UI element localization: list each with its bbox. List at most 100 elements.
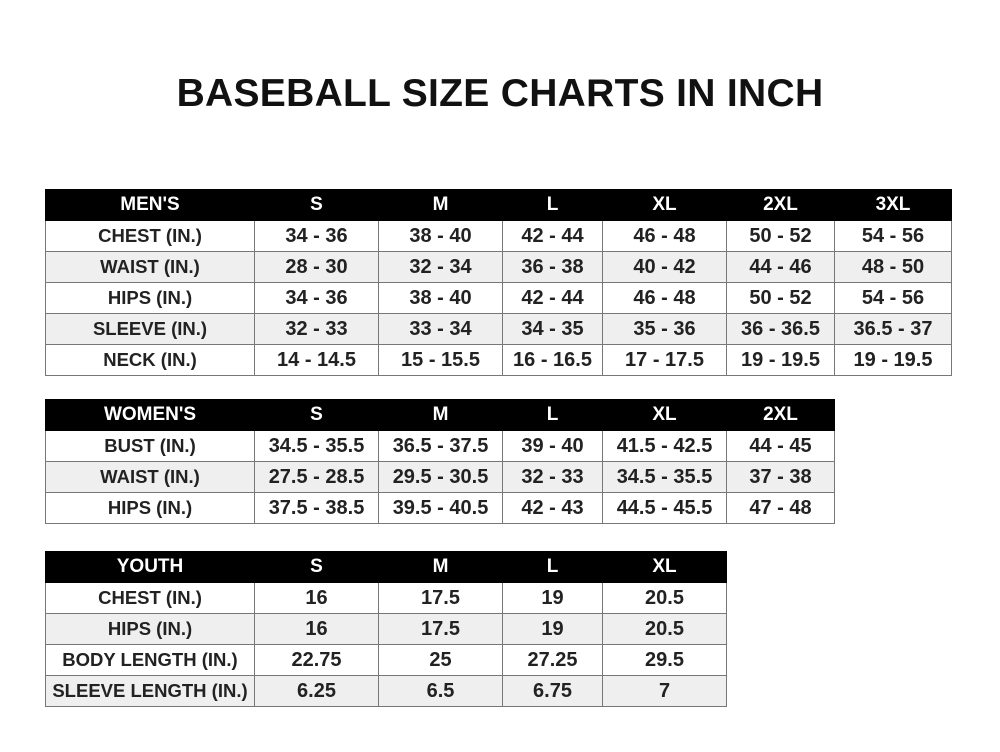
measurement-cell: 20.5 <box>602 613 727 645</box>
measurement-label: HIPS (IN.) <box>45 613 255 645</box>
mens-size-table: MEN'S S M L XL 2XL 3XL CHEST (IN.) 34 - 36 38 - 4… <box>45 189 952 376</box>
table-row: HIPS (IN.) 34 - 36 38 - 40 42 - 44 46 - 48 50… <box>45 282 952 314</box>
table-row: WAIST (IN.) 28 - 30 32 - 34 36 - 38 40 - 42 4… <box>45 251 952 283</box>
size-header: XL <box>602 399 727 431</box>
size-header: 2XL <box>726 399 835 431</box>
measurement-label: WAIST (IN.) <box>45 461 255 493</box>
size-header: XL <box>602 551 727 583</box>
size-header: L <box>502 399 603 431</box>
measurement-label: HIPS (IN.) <box>45 282 255 314</box>
table-row: BODY LENGTH (IN.) 22.75 25 27.25 29.5 <box>45 644 727 676</box>
measurement-cell: 16 - 16.5 <box>502 344 603 376</box>
size-header: L <box>502 189 603 221</box>
measurement-cell: 39 - 40 <box>502 430 603 462</box>
measurement-cell: 6.25 <box>254 675 379 707</box>
measurement-label: CHEST (IN.) <box>45 582 255 614</box>
measurement-cell: 15 - 15.5 <box>378 344 503 376</box>
measurement-cell: 16 <box>254 582 379 614</box>
measurement-cell: 27.5 - 28.5 <box>254 461 379 493</box>
size-header: S <box>254 189 379 221</box>
measurement-cell: 34.5 - 35.5 <box>602 461 727 493</box>
table-row: SLEEVE LENGTH (IN.) 6.25 6.5 6.75 7 <box>45 675 727 707</box>
measurement-cell: 25 <box>378 644 503 676</box>
measurement-cell: 47 - 48 <box>726 492 835 524</box>
measurement-cell: 19 <box>502 582 603 614</box>
measurement-cell: 54 - 56 <box>834 220 952 252</box>
measurement-cell: 34 - 36 <box>254 282 379 314</box>
measurement-cell: 54 - 56 <box>834 282 952 314</box>
category-header: WOMEN'S <box>45 399 255 431</box>
table-row: HIPS (IN.) 16 17.5 19 20.5 <box>45 613 727 645</box>
header-row: WOMEN'S S M L XL 2XL <box>45 399 835 431</box>
table-row: SLEEVE (IN.) 32 - 33 33 - 34 34 - 35 35 - 36… <box>45 313 952 345</box>
measurement-cell: 19 - 19.5 <box>726 344 835 376</box>
category-header: YOUTH <box>45 551 255 583</box>
measurement-cell: 50 - 52 <box>726 282 835 314</box>
header-row: MEN'S S M L XL 2XL 3XL <box>45 189 952 221</box>
table-row: HIPS (IN.) 37.5 - 38.5 39.5 - 40.5 42 - 43 4… <box>45 492 835 524</box>
measurement-cell: 44 - 45 <box>726 430 835 462</box>
measurement-label: CHEST (IN.) <box>45 220 255 252</box>
measurement-cell: 32 - 33 <box>502 461 603 493</box>
measurement-label: WAIST (IN.) <box>45 251 255 283</box>
measurement-cell: 22.75 <box>254 644 379 676</box>
measurement-cell: 39.5 - 40.5 <box>378 492 503 524</box>
measurement-cell: 32 - 33 <box>254 313 379 345</box>
measurement-cell: 17.5 <box>378 613 503 645</box>
measurement-cell: 36 - 36.5 <box>726 313 835 345</box>
measurement-cell: 17 - 17.5 <box>602 344 727 376</box>
measurement-label: NECK (IN.) <box>45 344 255 376</box>
measurement-cell: 37 - 38 <box>726 461 835 493</box>
measurement-cell: 50 - 52 <box>726 220 835 252</box>
measurement-cell: 7 <box>602 675 727 707</box>
measurement-cell: 40 - 42 <box>602 251 727 283</box>
size-header: 3XL <box>834 189 952 221</box>
measurement-cell: 34 - 35 <box>502 313 603 345</box>
measurement-label: SLEEVE LENGTH (IN.) <box>45 675 255 707</box>
measurement-cell: 41.5 - 42.5 <box>602 430 727 462</box>
header-row: YOUTH S M L XL <box>45 551 727 583</box>
measurement-cell: 36.5 - 37 <box>834 313 952 345</box>
category-header: MEN'S <box>45 189 255 221</box>
table-row: WAIST (IN.) 27.5 - 28.5 29.5 - 30.5 32 - 33… <box>45 461 835 493</box>
size-header: M <box>378 189 503 221</box>
measurement-label: BODY LENGTH (IN.) <box>45 644 255 676</box>
measurement-cell: 42 - 44 <box>502 282 603 314</box>
size-header: S <box>254 551 379 583</box>
table-row: CHEST (IN.) 34 - 36 38 - 40 42 - 44 46 - 48 5… <box>45 220 952 252</box>
womens-size-table: WOMEN'S S M L XL 2XL BUST (IN.) 34.5 - 35.5 36.5… <box>45 399 835 524</box>
measurement-cell: 6.5 <box>378 675 503 707</box>
measurement-cell: 46 - 48 <box>602 220 727 252</box>
size-header: XL <box>602 189 727 221</box>
table-row: BUST (IN.) 34.5 - 35.5 36.5 - 37.5 39 - 40 4… <box>45 430 835 462</box>
measurement-label: SLEEVE (IN.) <box>45 313 255 345</box>
table-row: CHEST (IN.) 16 17.5 19 20.5 <box>45 582 727 614</box>
measurement-cell: 20.5 <box>602 582 727 614</box>
measurement-cell: 46 - 48 <box>602 282 727 314</box>
measurement-cell: 44.5 - 45.5 <box>602 492 727 524</box>
measurement-cell: 37.5 - 38.5 <box>254 492 379 524</box>
measurement-cell: 34 - 36 <box>254 220 379 252</box>
measurement-cell: 38 - 40 <box>378 282 503 314</box>
measurement-cell: 36.5 - 37.5 <box>378 430 503 462</box>
measurement-cell: 36 - 38 <box>502 251 603 283</box>
size-header: S <box>254 399 379 431</box>
page-title: BASEBALL SIZE CHARTS IN INCH <box>176 72 824 115</box>
measurement-cell: 19 - 19.5 <box>834 344 952 376</box>
measurement-cell: 28 - 30 <box>254 251 379 283</box>
measurement-cell: 16 <box>254 613 379 645</box>
size-header: L <box>502 551 603 583</box>
measurement-cell: 14 - 14.5 <box>254 344 379 376</box>
measurement-cell: 34.5 - 35.5 <box>254 430 379 462</box>
measurement-cell: 19 <box>502 613 603 645</box>
youth-size-table: YOUTH S M L XL CHEST (IN.) 16 17.5 19 20.5 HIPS (I… <box>45 551 727 707</box>
measurement-cell: 29.5 <box>602 644 727 676</box>
measurement-cell: 35 - 36 <box>602 313 727 345</box>
table-row: NECK (IN.) 14 - 14.5 15 - 15.5 16 - 16.5 17 … <box>45 344 952 376</box>
measurement-label: HIPS (IN.) <box>45 492 255 524</box>
measurement-label: BUST (IN.) <box>45 430 255 462</box>
size-header: M <box>378 551 503 583</box>
measurement-cell: 6.75 <box>502 675 603 707</box>
measurement-cell: 29.5 - 30.5 <box>378 461 503 493</box>
measurement-cell: 42 - 43 <box>502 492 603 524</box>
